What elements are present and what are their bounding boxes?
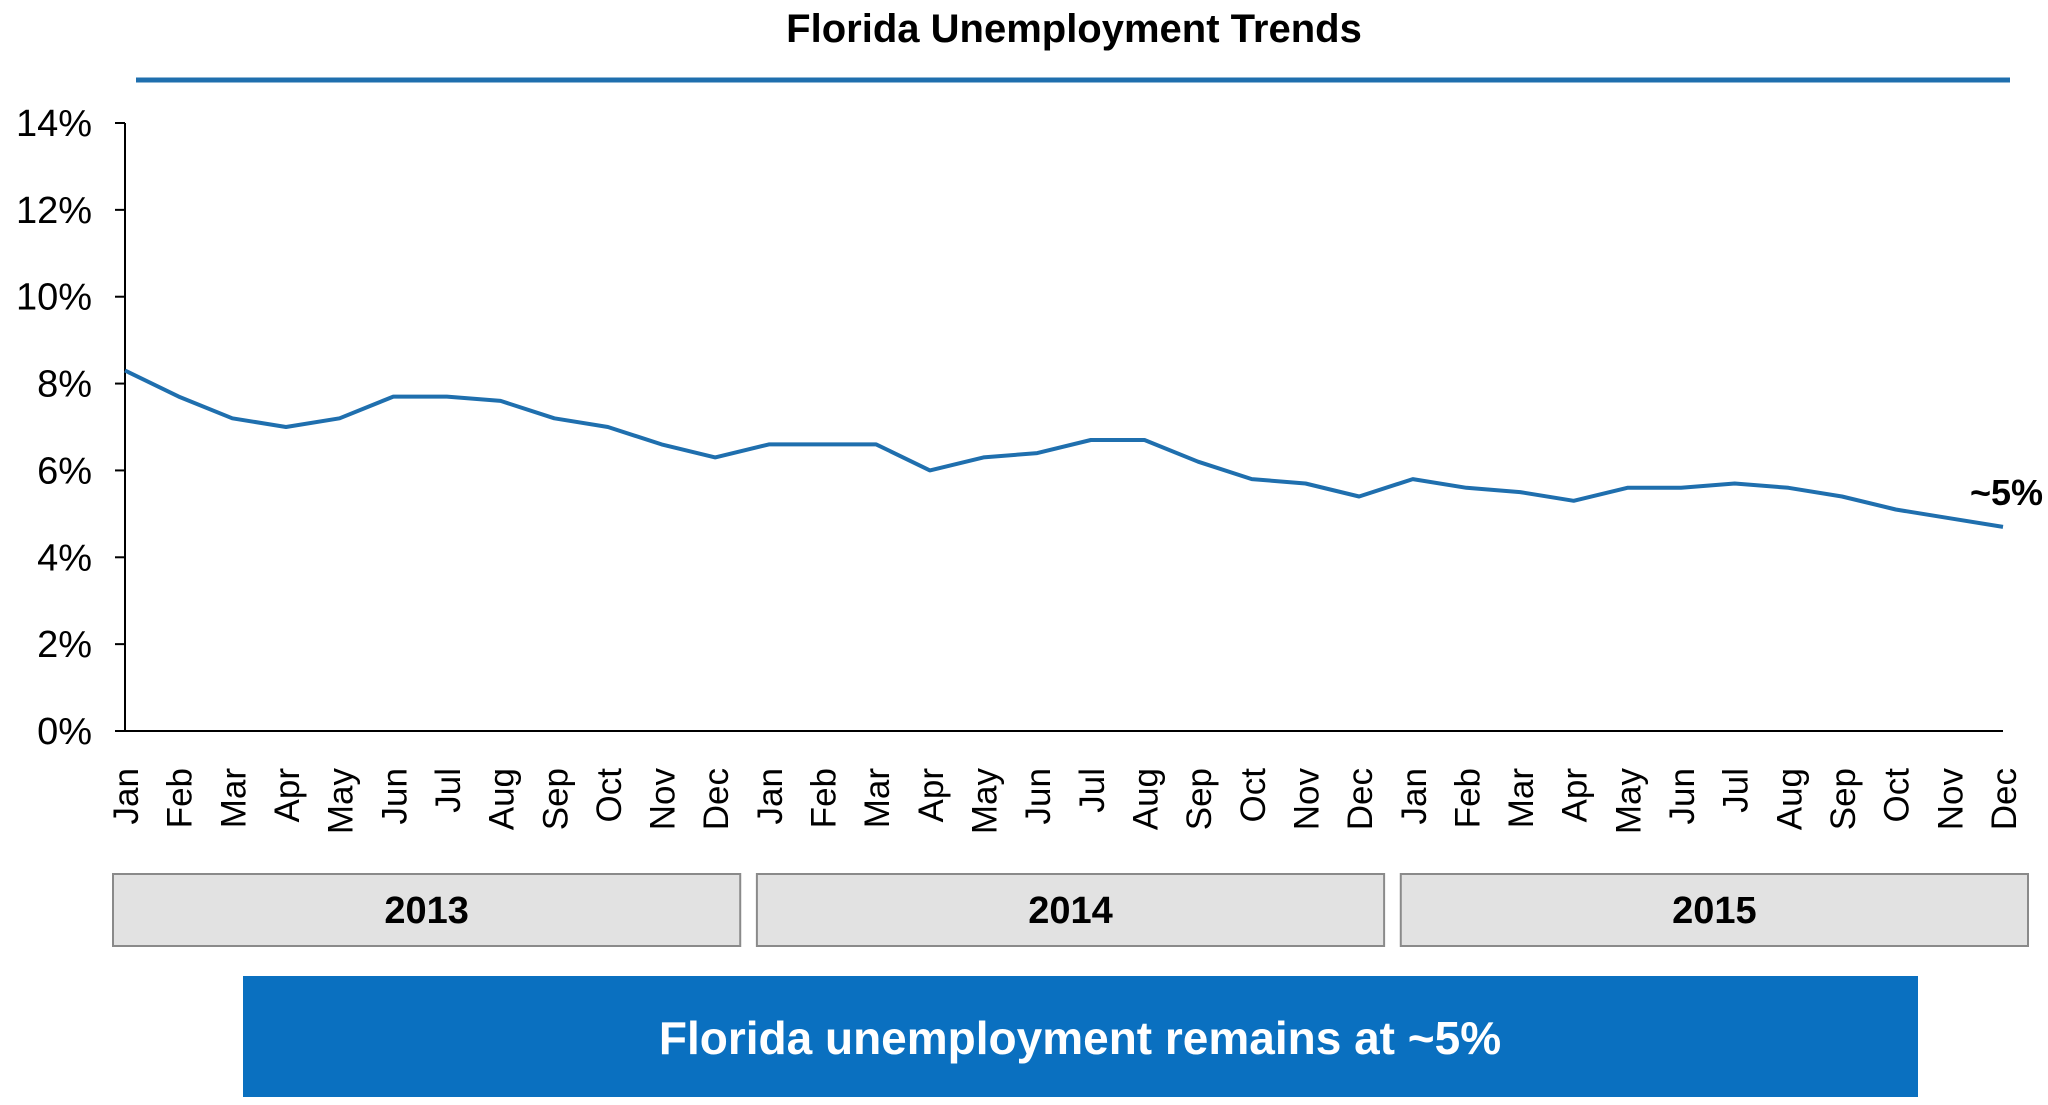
x-tick-label: Nov	[1931, 768, 1970, 831]
x-tick-label: Jun	[1663, 768, 1702, 824]
y-tick-label: 10%	[16, 277, 92, 319]
takeaway-text: Florida unemployment remains at ~5%	[659, 1012, 1501, 1064]
y-tick-label: 14%	[16, 103, 92, 145]
x-tick-label: Feb	[1448, 768, 1487, 828]
year-box	[755, 873, 1386, 947]
x-tick-label: Nov	[644, 768, 683, 831]
year-box	[1399, 873, 2030, 947]
x-tick-label: Jan	[107, 768, 146, 824]
x-tick-label: Sep	[1824, 768, 1863, 830]
takeaway-box	[243, 976, 1918, 1097]
x-tick-label: Dec	[697, 768, 736, 830]
x-tick-label: Aug	[1126, 768, 1165, 830]
series-layer: ~5%	[124, 368, 2043, 529]
x-tick-label: Apr	[912, 768, 951, 823]
x-tick-label: Apr	[1556, 768, 1595, 823]
x-tick-label: Nov	[1287, 768, 1326, 831]
y-tick-label: 2%	[37, 624, 92, 666]
x-tick-label: Apr	[268, 768, 307, 823]
x-tick-label: Aug	[1770, 768, 1809, 830]
y-tick-label: 6%	[37, 450, 92, 492]
series-line	[124, 368, 2004, 529]
x-tick-label: Sep	[536, 768, 575, 830]
y-tick-label: 8%	[37, 364, 92, 406]
takeaway-banner: Florida unemployment remains at ~5%	[243, 976, 1918, 1097]
y-axis: 0% 2% 4% 6% 8% 10% 12% 14%	[16, 103, 126, 753]
x-axis: Jan Feb Mar Apr May Jun Jul Aug Sep Oct Nov Dec Jan F…	[107, 730, 2024, 835]
x-tick-label: Oct	[1234, 768, 1273, 823]
x-tick-label: Jun	[375, 768, 414, 824]
year-label: 2014	[1028, 890, 1113, 932]
x-tick-label: Dec	[1341, 768, 1380, 830]
x-tick-label: May	[966, 768, 1005, 835]
year-groups: 2013 2014 2015	[112, 873, 2030, 947]
x-tick-label: Oct	[590, 768, 629, 823]
y-tick-label: 0%	[37, 711, 92, 753]
x-tick-label: Jul	[1073, 768, 1112, 813]
x-tick-label: Jan	[751, 768, 790, 824]
y-tick-label: 12%	[16, 190, 92, 232]
x-tick-label: May	[322, 768, 361, 835]
x-tick-label: May	[1609, 768, 1648, 835]
x-tick-label: Jul	[429, 768, 468, 813]
year-box	[112, 873, 742, 947]
x-tick-label: Aug	[483, 768, 522, 830]
x-tick-label: Jul	[1717, 768, 1756, 813]
x-tick-label: Jan	[1395, 768, 1434, 824]
y-tick-label: 4%	[37, 537, 92, 579]
end-value-label: ~5%	[1970, 472, 2043, 513]
x-tick-label: Dec	[1985, 768, 2024, 830]
chart-title: Florida Unemployment Trends	[786, 7, 1362, 51]
x-tick-label: Jun	[1019, 768, 1058, 824]
x-tick-label: Feb	[805, 768, 844, 828]
x-tick-label: Mar	[1502, 768, 1541, 829]
x-tick-label: Sep	[1180, 768, 1219, 830]
year-label: 2013	[384, 890, 469, 932]
x-tick-label: Mar	[214, 768, 253, 829]
x-tick-label: Oct	[1878, 768, 1917, 823]
x-tick-label: Mar	[858, 768, 897, 829]
x-tick-label: Feb	[161, 768, 200, 828]
year-label: 2015	[1672, 890, 1757, 932]
